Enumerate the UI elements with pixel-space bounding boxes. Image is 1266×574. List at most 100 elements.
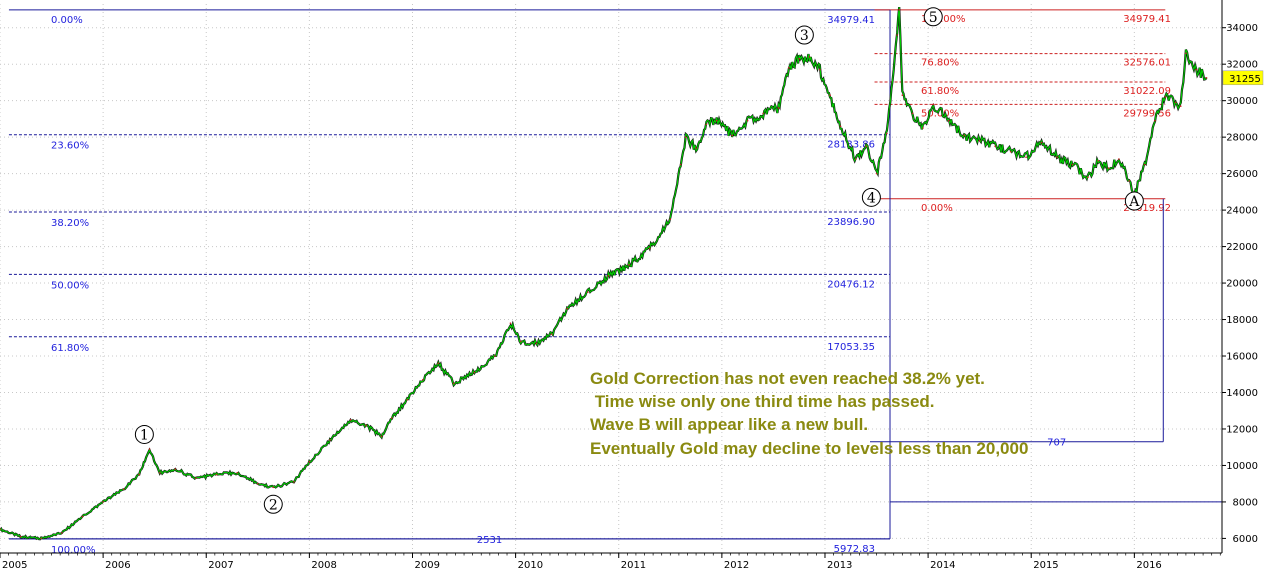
price-point	[1025, 156, 1027, 159]
fib-left-pct: 61.80%	[51, 343, 89, 354]
fib-left-pct: 23.60%	[51, 141, 89, 152]
wave-label: 2	[269, 497, 278, 513]
annotation-line: Eventually Gold may decline to levels le…	[590, 439, 1028, 458]
fib-right-pct: 0.00%	[921, 203, 953, 214]
price-point	[715, 119, 718, 122]
price-point	[705, 123, 708, 126]
fib-right-pct: 61.80%	[921, 86, 959, 97]
price-point	[901, 94, 904, 96]
wave-circle	[134, 424, 154, 444]
price-point	[1195, 68, 1198, 71]
fibonacci-overlay: 0.00% 34979.41 23.60% 28133.86 38.20% 23896.9…	[8, 9, 1222, 556]
price-point	[174, 468, 177, 470]
price-point	[0, 528, 1, 531]
y-tick-label: 10000	[1226, 461, 1258, 472]
y-tick-label: 8000	[1233, 497, 1258, 508]
price-point	[1056, 156, 1058, 159]
fib-left-value: 5972.83	[834, 544, 875, 555]
price-point	[586, 291, 589, 293]
wave-circle	[923, 7, 943, 27]
price-point	[380, 435, 383, 438]
price-point	[1087, 176, 1089, 179]
price-point	[1164, 96, 1167, 98]
price-line	[0, 7, 1207, 540]
price-point	[148, 448, 151, 450]
price-point	[808, 56, 811, 58]
y-tick-label: 24000	[1226, 206, 1258, 217]
price-point	[1071, 163, 1074, 166]
fib-left-pct: 50.00%	[51, 280, 89, 291]
fib-left-value: 17053.35	[827, 342, 875, 353]
price-point	[19, 535, 22, 538]
price-point	[81, 515, 84, 518]
wave-circle	[1124, 191, 1144, 211]
x-tick-label: 2012	[724, 560, 749, 571]
price-point	[272, 486, 275, 489]
price-point	[762, 112, 764, 115]
price-point	[865, 145, 868, 148]
price-point	[257, 482, 259, 485]
price-point	[365, 424, 367, 427]
price-point	[550, 333, 553, 335]
price-point	[1118, 158, 1120, 160]
price-point	[236, 471, 238, 474]
wave-label: A	[1128, 194, 1140, 210]
time-box-label: 707	[1047, 438, 1066, 449]
price-point	[798, 57, 800, 60]
current-price-label: 31255	[1229, 74, 1261, 85]
y-tick-label: 6000	[1233, 534, 1258, 545]
price-point	[61, 532, 63, 534]
y-tick-label: 30000	[1226, 96, 1258, 107]
x-tick-label: 2010	[518, 560, 543, 571]
price-point	[40, 537, 43, 540]
price-point	[607, 274, 610, 277]
price-point	[886, 132, 888, 135]
price-point	[535, 342, 538, 345]
x-tick-label: 2009	[414, 560, 439, 571]
price-point	[839, 125, 842, 128]
price-point	[896, 34, 898, 36]
wave-label: 1	[140, 427, 149, 443]
fib-right-pct: 50.00%	[921, 108, 959, 119]
fib-right-value: 29799.56	[1123, 108, 1171, 119]
x-tick-label: 2013	[827, 560, 852, 571]
wave-circle	[794, 25, 814, 45]
price-point	[819, 68, 821, 71]
price-point	[452, 382, 455, 385]
price-point	[978, 139, 981, 142]
price-point	[1185, 52, 1187, 55]
annotation-line: Gold Correction has not even reached 38.…	[590, 369, 985, 388]
fib-right-value: 31022.09	[1123, 86, 1171, 97]
fib-right-value: 34979.41	[1123, 14, 1171, 25]
wave-label: 4	[867, 190, 876, 206]
price-point	[1128, 180, 1130, 182]
price-point	[293, 481, 295, 483]
fib-left-pct: 100.00%	[51, 545, 96, 556]
fib-right-pct: 76.80%	[921, 58, 959, 69]
x-tick-label: 2015	[1033, 560, 1058, 571]
price-point	[406, 398, 409, 401]
wave-label: 3	[800, 28, 809, 44]
price-point	[963, 134, 965, 137]
current-price-tag	[1222, 70, 1264, 86]
price-point	[628, 264, 630, 266]
y-tick-label: 16000	[1226, 352, 1258, 363]
price-point	[684, 136, 687, 138]
fib-left-pct: 0.00%	[51, 15, 83, 26]
fib-right-pct: 100.00%	[921, 14, 966, 25]
price-point	[932, 103, 935, 106]
y-tick-label: 22000	[1226, 242, 1258, 253]
fib-left-value: 23896.90	[827, 217, 875, 228]
y-tick-label: 34000	[1226, 23, 1258, 34]
x-tick-label: 2006	[105, 560, 130, 571]
price-point	[947, 119, 950, 122]
price-point	[679, 163, 682, 166]
price-point	[855, 158, 857, 160]
price-point	[898, 9, 901, 11]
price-point	[911, 112, 914, 115]
price-point	[777, 107, 780, 109]
y-tick-label: 14000	[1226, 388, 1258, 399]
price-point	[648, 247, 651, 250]
